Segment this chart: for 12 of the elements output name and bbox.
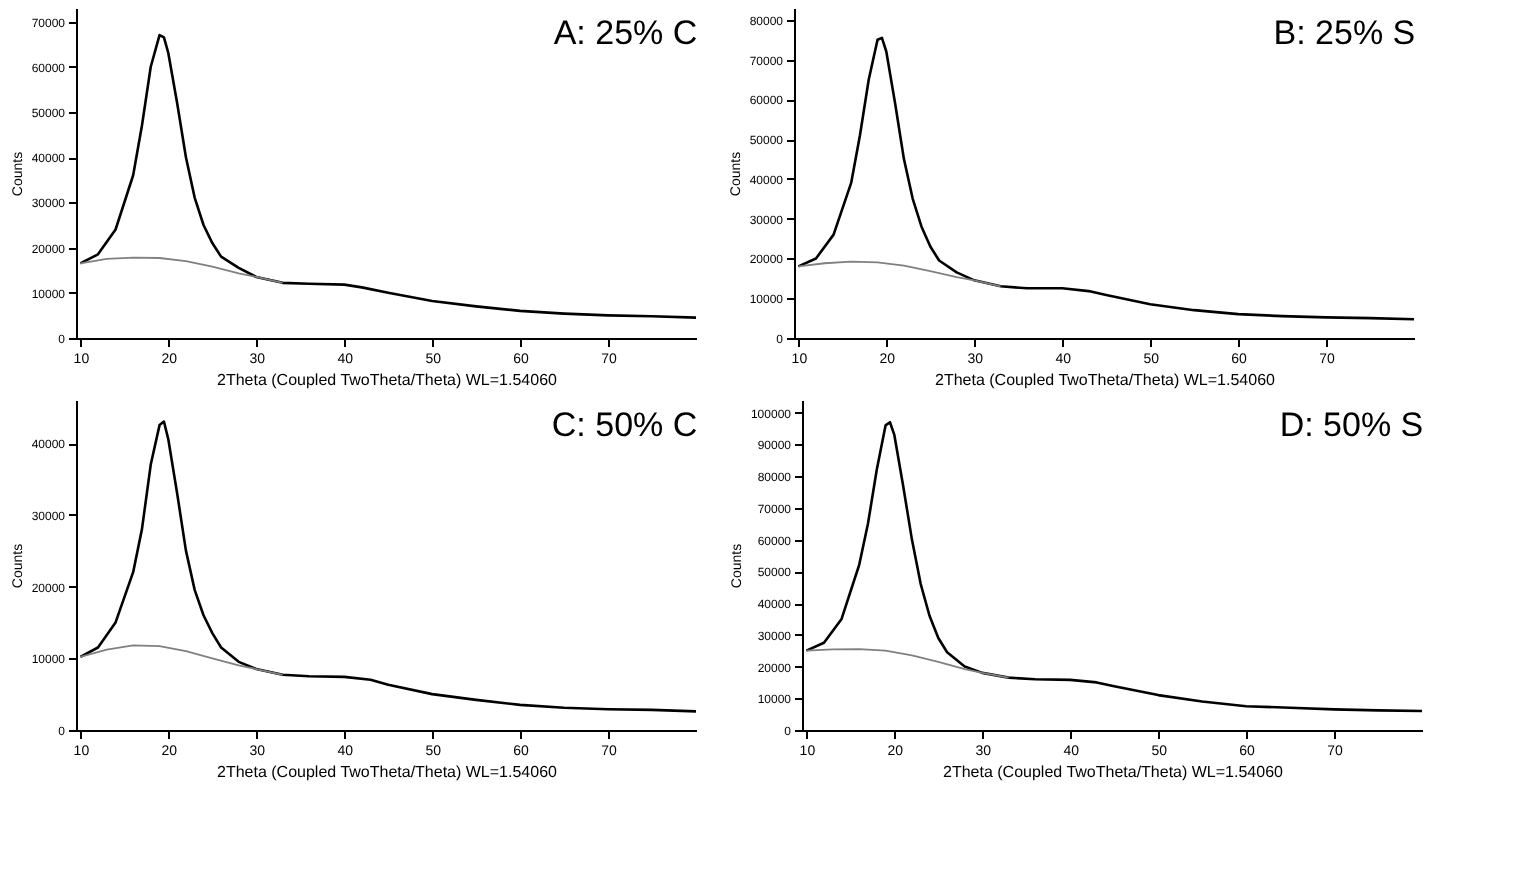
line-series	[797, 260, 1002, 288]
chart-title: D: 50% S	[1279, 406, 1424, 444]
line-series	[805, 648, 1010, 679]
chart-title: C: 50% C	[551, 406, 698, 444]
x-axis-title: 2Theta (Coupled TwoTheta/Theta) WL=1.54060	[935, 371, 1277, 389]
x-axis-title: 2Theta (Coupled TwoTheta/Theta) WL=1.54060	[217, 371, 559, 389]
x-axis-title: 2Theta (Coupled TwoTheta/Theta) WL=1.54060	[217, 763, 559, 781]
x-axis-title: 2Theta (Coupled TwoTheta/Theta) WL=1.54060	[943, 763, 1285, 781]
chart-title: B: 25% S	[1273, 14, 1416, 52]
chart-title: A: 25% C	[553, 14, 698, 52]
line-series	[79, 256, 284, 284]
line-series	[79, 644, 284, 676]
